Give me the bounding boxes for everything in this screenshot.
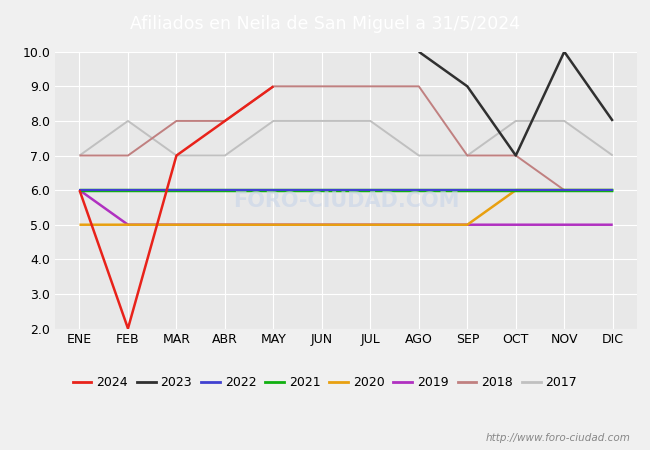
Text: FORO-CIUDAD.COM: FORO-CIUDAD.COM xyxy=(233,191,460,211)
Legend: 2024, 2023, 2022, 2021, 2020, 2019, 2018, 2017: 2024, 2023, 2022, 2021, 2020, 2019, 2018… xyxy=(68,371,582,394)
Text: http://www.foro-ciudad.com: http://www.foro-ciudad.com xyxy=(486,433,630,443)
Text: Afiliados en Neila de San Miguel a 31/5/2024: Afiliados en Neila de San Miguel a 31/5/… xyxy=(130,14,520,33)
